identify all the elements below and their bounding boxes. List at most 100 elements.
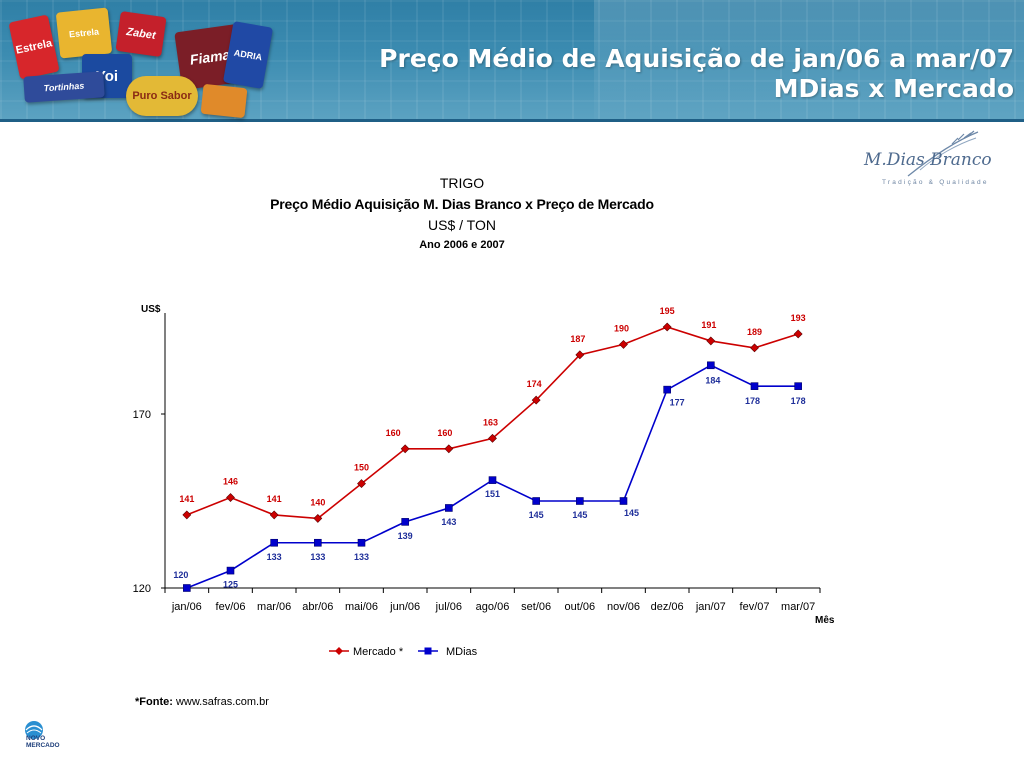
chart-unit-title: US$ / TON (428, 217, 496, 233)
data-point (401, 518, 409, 526)
x-tick-label: mar/07 (781, 601, 815, 613)
data-label: 133 (267, 552, 282, 562)
data-label: 125 (223, 580, 238, 590)
data-point (663, 385, 671, 394)
x-tick-label: dez/06 (651, 601, 684, 613)
data-point (794, 382, 802, 390)
x-tick-label: mar/06 (257, 601, 291, 613)
data-point (183, 584, 191, 592)
data-label: 160 (386, 428, 401, 438)
company-logo: M.Dias Branco Tradição & Qualidade (858, 130, 998, 190)
data-label: 151 (485, 489, 500, 499)
y-axis-title: US$ (141, 304, 161, 315)
source-link[interactable]: www.safras.com.br (175, 696, 269, 708)
slide-title: Preço Médio de Aquisição de jan/06 a mar… (379, 44, 1014, 104)
data-label: 193 (791, 313, 806, 323)
x-tick-label: jun/06 (389, 601, 420, 613)
data-point (619, 339, 628, 349)
data-label: 191 (701, 320, 716, 330)
slide-title-line2: MDias x Mercado (773, 74, 1014, 103)
data-label: 141 (267, 494, 282, 504)
data-label: 178 (745, 396, 760, 406)
data-point (619, 497, 628, 505)
data-label: 139 (398, 531, 413, 541)
data-point (313, 513, 323, 523)
data-point (532, 497, 540, 505)
data-label: 145 (624, 508, 639, 518)
legend-marker (424, 647, 432, 655)
chart-subtitle: Preço Médio Aquisição M. Dias Branco x P… (270, 196, 654, 212)
data-point (226, 566, 235, 575)
x-tick-label: jan/06 (171, 601, 202, 613)
data-point (444, 444, 454, 454)
x-tick-label: jan/07 (695, 601, 726, 613)
data-point (488, 433, 497, 443)
x-tick-label: out/06 (565, 601, 596, 613)
data-label: 120 (173, 570, 188, 580)
data-label: 174 (527, 379, 542, 389)
data-label: 133 (354, 552, 369, 562)
data-label: 141 (179, 494, 194, 504)
data-point (269, 510, 279, 520)
data-label: 190 (614, 323, 629, 333)
data-label: 178 (791, 396, 806, 406)
data-label: 145 (529, 510, 544, 520)
source-note: *Fonte: www.safras.com.br (135, 696, 269, 708)
data-point (314, 538, 322, 547)
novo-mercado-line1: NOVO (26, 735, 46, 742)
x-tick-label: fev/07 (740, 601, 770, 613)
banner-building-photo (594, 0, 1024, 122)
globe-icon (25, 721, 43, 739)
x-tick-label: ago/06 (476, 601, 510, 613)
data-point (531, 395, 541, 405)
data-label: 163 (483, 417, 498, 427)
x-tick-label: abr/06 (302, 601, 333, 613)
data-point (182, 510, 192, 520)
x-axis-title: Mês (815, 615, 835, 626)
data-point (270, 538, 278, 547)
data-point (576, 497, 584, 505)
data-label: 187 (570, 334, 585, 344)
data-point (793, 329, 803, 339)
wheat-icon (907, 130, 979, 177)
x-tick-label: fev/06 (216, 601, 246, 613)
data-point (750, 343, 759, 353)
data-point (706, 336, 716, 346)
x-tick-label: jul/06 (435, 601, 462, 613)
logo-wordmark: M.Dias Branco (864, 150, 992, 170)
data-label: 189 (747, 327, 762, 337)
data-point (445, 504, 453, 512)
data-point (357, 538, 366, 547)
source-label: *Fonte: (135, 696, 173, 708)
slide-title-line1: Preço Médio de Aquisição de jan/06 a mar… (379, 44, 1014, 73)
data-point (357, 479, 366, 489)
data-point (575, 350, 585, 360)
data-point (707, 361, 715, 370)
y-tick-label: 170 (133, 409, 151, 421)
data-label: 160 (437, 428, 452, 438)
data-point (750, 382, 759, 390)
data-label: 177 (670, 398, 685, 408)
data-label: 140 (310, 497, 325, 507)
data-label: 146 (223, 477, 238, 487)
data-point (400, 444, 410, 454)
legend-marker (335, 647, 343, 655)
chart-period: Ano 2006 e 2007 (419, 239, 505, 251)
data-point (488, 476, 497, 484)
x-tick-label: mai/06 (345, 601, 378, 613)
data-label: 133 (310, 552, 325, 562)
banner-divider (0, 119, 1024, 122)
data-label: 195 (660, 306, 675, 316)
legend-label: MDias (446, 646, 478, 658)
data-point (662, 322, 672, 332)
data-point (226, 493, 235, 502)
legend-label: Mercado * (353, 646, 404, 658)
chart-title: TRIGO (439, 175, 485, 191)
novo-mercado-line2: MERCADO (26, 742, 60, 749)
novo-mercado-text: NOVO MERCADO (26, 735, 60, 749)
novo-mercado-badge: NOVO MERCADO (18, 718, 68, 758)
data-label: 143 (441, 517, 456, 527)
x-tick-label: set/06 (521, 601, 551, 613)
data-label: 184 (705, 375, 720, 385)
